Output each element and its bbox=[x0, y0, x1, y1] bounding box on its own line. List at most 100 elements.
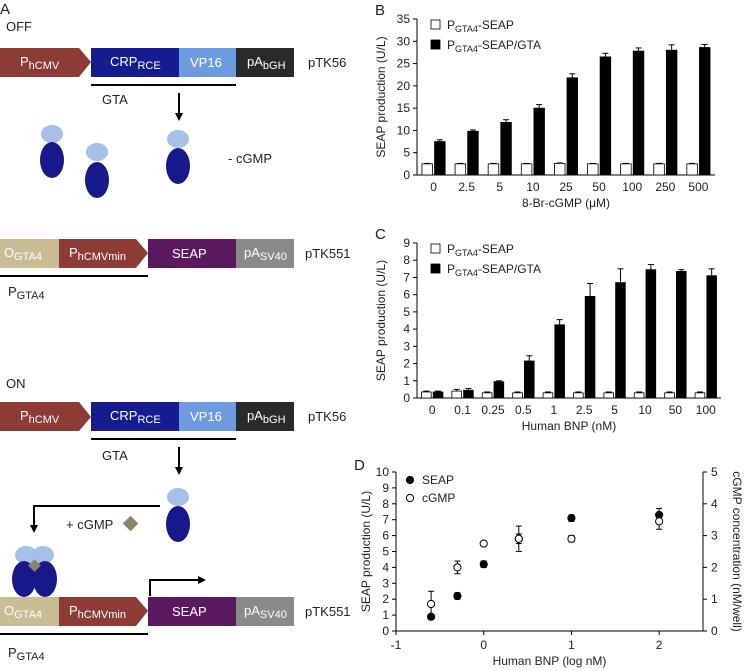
x-tick-label: 500 bbox=[688, 180, 708, 194]
x-tick-label: 1 bbox=[550, 403, 557, 417]
bar-gta bbox=[645, 269, 657, 399]
y-tick-label: 35 bbox=[397, 12, 411, 26]
data-point-cgmp bbox=[453, 563, 462, 572]
crp-rce-gene bbox=[91, 48, 179, 77]
bar-control bbox=[421, 391, 432, 399]
y-axis-label: SEAP production (U/L) bbox=[374, 36, 388, 157]
legend-label: PGTA4-SEAP bbox=[447, 18, 514, 34]
y-axis-label: SEAP production (U/L) bbox=[359, 491, 373, 612]
panel-a-label: A bbox=[0, 1, 10, 18]
plasmid-ptk551-off: OGTA4 PhCMVmin SEAP pASV40 pTK551 bbox=[0, 239, 351, 268]
y-tick-label: 4 bbox=[403, 322, 410, 336]
x-axis-label: 8-Br-cGMP (μM) bbox=[522, 196, 610, 210]
y-axis-label: SEAP production (U/L) bbox=[374, 260, 388, 381]
bar-control bbox=[520, 163, 533, 176]
bar-gta bbox=[665, 49, 678, 176]
bar-control bbox=[603, 392, 615, 399]
legend-label: cGMP bbox=[422, 491, 455, 505]
bar-gta bbox=[599, 56, 612, 176]
ptk551-name: pTK551 bbox=[305, 246, 351, 261]
y-tick-label: 8 bbox=[403, 253, 410, 267]
data-point-cgmp bbox=[479, 539, 488, 548]
x-tick-label: 1 bbox=[568, 638, 575, 652]
data-point-seap bbox=[479, 560, 488, 569]
y-tick-label: 3 bbox=[403, 339, 410, 353]
bar-gta bbox=[467, 130, 479, 176]
o-gta4-text: OGTA4 bbox=[4, 245, 42, 263]
x-axis-label: Human BNP (nM) bbox=[522, 419, 616, 433]
legend-label: PGTA4-SEAP/GTA bbox=[447, 38, 541, 54]
y-tick-label: 9 bbox=[403, 236, 410, 250]
y-axis-label-right: cGMP concentration (nM/well) bbox=[730, 471, 744, 632]
bar-gta bbox=[632, 50, 645, 176]
bar-control bbox=[512, 392, 523, 399]
bar-gta bbox=[554, 324, 565, 399]
seap-text: SEAP bbox=[172, 246, 207, 261]
on-state-label: ON bbox=[6, 376, 26, 391]
y-tick-label: 0 bbox=[403, 391, 410, 405]
panel-c-bar-chart: C 0 1 2 3 4 5 6 7 8 9 0 0.1 0.25 0.5 1 2.5 5 10 50 100 Human … bbox=[374, 226, 721, 433]
legend-marker bbox=[405, 493, 415, 503]
legend-swatch bbox=[430, 263, 441, 274]
legend-marker bbox=[405, 475, 415, 485]
bar-control bbox=[587, 163, 599, 176]
y-tick-label: 1 bbox=[382, 608, 389, 622]
y-tick-label: 9 bbox=[382, 481, 389, 495]
pa-bgh bbox=[236, 402, 294, 431]
legend-label: PGTA4-SEAP/GTA bbox=[447, 262, 541, 278]
x-tick-label: 10 bbox=[638, 403, 652, 417]
y-tick-label: 6 bbox=[382, 529, 389, 543]
pa-sv40 bbox=[236, 239, 294, 268]
bar-control bbox=[481, 392, 493, 399]
y-tick-label-right: 1 bbox=[711, 592, 718, 606]
bar-control bbox=[653, 163, 665, 176]
cgmp-diamond bbox=[122, 515, 139, 532]
gta-dimer-bound bbox=[12, 546, 57, 597]
gta-label: GTA bbox=[102, 92, 128, 107]
off-state-label: OFF bbox=[6, 19, 32, 34]
y-tick-label: 6 bbox=[403, 288, 410, 302]
vp16-domain bbox=[179, 48, 236, 77]
x-tick-label: 100 bbox=[622, 180, 642, 194]
legend-swatch bbox=[430, 39, 441, 50]
bar-control bbox=[664, 392, 675, 399]
p-hcmv-promoter bbox=[0, 402, 91, 431]
gta-monomers-off bbox=[40, 125, 190, 198]
x-tick-label: 0 bbox=[480, 638, 487, 652]
y-tick-label: 5 bbox=[403, 305, 410, 319]
seap-text: SEAP bbox=[172, 604, 207, 619]
minus-cgmp-label: - cGMP bbox=[228, 151, 272, 166]
bar-gta bbox=[676, 271, 687, 399]
y-tick-label-right: 2 bbox=[711, 560, 718, 574]
bar-gta bbox=[566, 77, 578, 176]
p-hcmv-promoter bbox=[0, 48, 91, 77]
data-point-cgmp bbox=[567, 534, 576, 543]
y-tick-label: 20 bbox=[397, 79, 411, 93]
x-tick-label: 2 bbox=[656, 638, 663, 652]
bar-gta bbox=[533, 107, 545, 176]
p-hcmv-text: PhCMV bbox=[20, 54, 60, 72]
bar-control bbox=[620, 163, 632, 176]
y-tick-label: 0 bbox=[382, 624, 389, 638]
pgta4-label: PGTA4 bbox=[8, 284, 45, 302]
pgta4-label: PGTA4 bbox=[8, 645, 45, 663]
x-axis-label: Human BNP (log nM) bbox=[493, 654, 607, 668]
o-gta4-text: OGTA4 bbox=[4, 603, 42, 621]
x-tick-label: 100 bbox=[696, 403, 716, 417]
bar-gta bbox=[584, 295, 596, 399]
binding-arrow bbox=[30, 505, 160, 533]
bar-gta bbox=[615, 282, 626, 399]
bar-control bbox=[421, 163, 433, 176]
ptk56-name: pTK56 bbox=[308, 55, 346, 70]
x-tick-label: 0.5 bbox=[515, 403, 532, 417]
pa-sv40-text: pASV40 bbox=[244, 603, 287, 621]
bar-gta bbox=[493, 381, 505, 399]
y-tick-label: 5 bbox=[382, 545, 389, 559]
panel-label: D bbox=[354, 457, 365, 474]
data-point-cgmp bbox=[655, 517, 664, 526]
bar-control bbox=[451, 390, 463, 399]
panel-label: B bbox=[375, 2, 385, 19]
bar-control bbox=[454, 163, 467, 176]
bar-gta bbox=[434, 141, 446, 176]
